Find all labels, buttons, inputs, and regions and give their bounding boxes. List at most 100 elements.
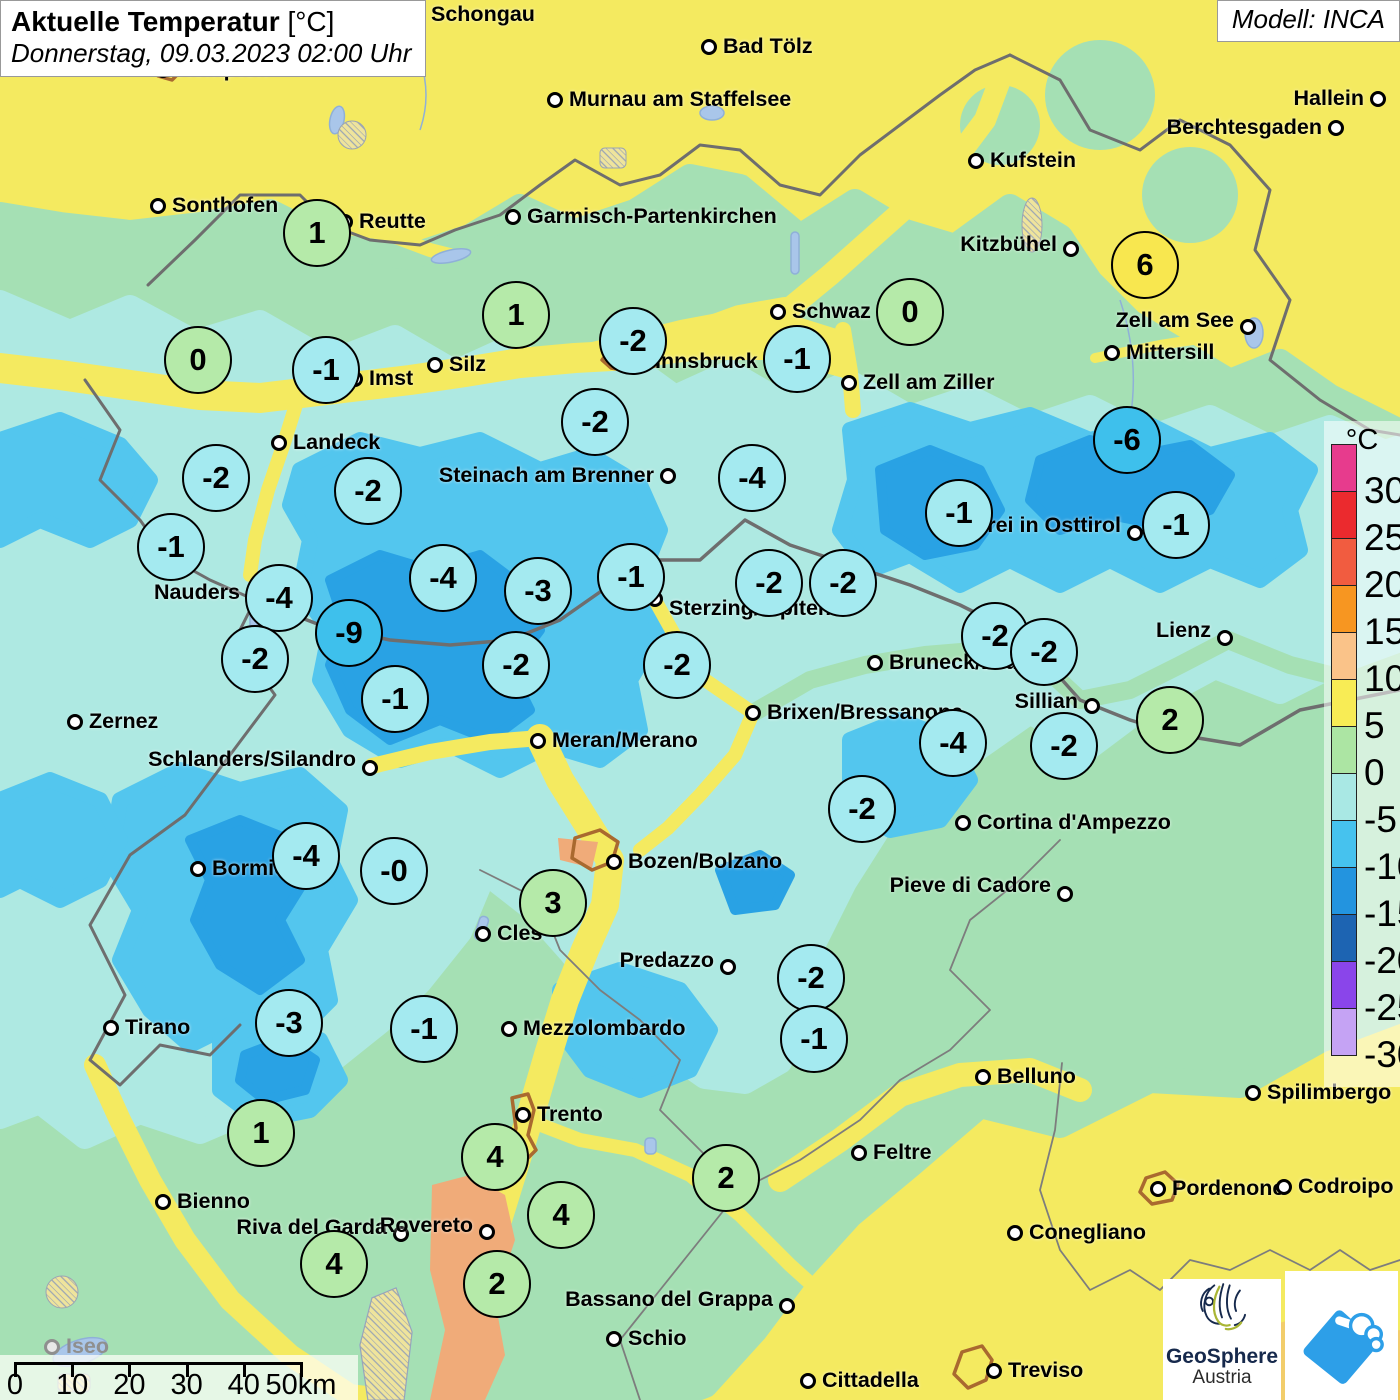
city-marker-icon	[1150, 1181, 1166, 1197]
temp-station: 2	[463, 1250, 531, 1318]
city-marker-icon	[867, 655, 883, 671]
temp-station: -2	[334, 457, 402, 525]
temp-station: -2	[482, 631, 550, 699]
legend-swatch	[1331, 820, 1357, 868]
temp-station: -1	[137, 513, 205, 581]
city-label: Rovereto	[379, 1213, 473, 1237]
legend-value: 15	[1364, 611, 1400, 652]
legend-entry: -30	[1331, 1008, 1400, 1073]
legend-entry: 5	[1331, 679, 1400, 744]
city-label: Reutte	[359, 209, 426, 233]
city-label: Pordenone	[1172, 1176, 1285, 1200]
temp-station: -2	[221, 625, 289, 693]
city-marker-icon	[800, 1373, 816, 1389]
legend-value: -5	[1364, 799, 1397, 840]
green-patch	[1045, 40, 1155, 150]
legend-value: 0	[1364, 752, 1385, 793]
legend-swatch	[1331, 585, 1357, 633]
city-marker-icon	[1084, 698, 1100, 714]
title-text: Aktuelle Temperatur	[11, 6, 280, 37]
legend-value: -25	[1364, 987, 1400, 1028]
legend-entry: -10	[1331, 820, 1400, 885]
geosphere-logo: GeoSphere Austria	[1163, 1279, 1281, 1400]
city-marker-icon	[547, 92, 563, 108]
legend-entry: 10	[1331, 632, 1400, 697]
city-label: Landeck	[293, 430, 381, 454]
scale-tick	[128, 1362, 132, 1377]
city-label: Meran/Merano	[552, 728, 698, 752]
title-unit: [°C]	[287, 6, 335, 37]
city-marker-icon	[1328, 120, 1344, 136]
city-marker-icon	[67, 714, 83, 730]
temp-station: -4	[245, 564, 313, 632]
city-marker-icon	[44, 1339, 60, 1355]
city-marker-icon	[986, 1363, 1002, 1379]
scale-bar-line	[15, 1362, 303, 1365]
legend-value: -30	[1364, 1034, 1400, 1075]
legend-swatch	[1331, 1008, 1357, 1056]
scale-tick-label: 20	[113, 1369, 146, 1400]
scale-tick-label: 50km	[265, 1369, 337, 1400]
temp-station: -2	[809, 549, 877, 617]
city-marker-icon	[190, 861, 206, 877]
temp-station: -1	[597, 543, 665, 611]
city-label: Murnau am Staffelsee	[569, 87, 792, 111]
city-marker-icon	[530, 733, 546, 749]
scale-tick	[300, 1362, 303, 1377]
temp-station: -1	[361, 665, 429, 733]
scale-tick-label: 10	[56, 1369, 89, 1400]
temp-station: -4	[919, 709, 987, 777]
legend-entry: 0	[1331, 726, 1400, 791]
temp-station: -1	[1142, 491, 1210, 559]
legend-entry: 15	[1331, 585, 1400, 650]
legend-value: 10	[1364, 658, 1400, 699]
city-label: Mittersill	[1126, 340, 1215, 364]
city-label: Bad Tölz	[723, 34, 813, 58]
temp-station: 0	[876, 278, 944, 346]
scale-tick	[71, 1362, 75, 1377]
city-label: Cortina d'Ampezzo	[977, 810, 1171, 834]
scale-tick	[14, 1362, 17, 1377]
temp-station: -9	[315, 599, 383, 667]
temp-station: 2	[1136, 686, 1204, 754]
city-marker-icon	[851, 1145, 867, 1161]
temp-station: 1	[227, 1099, 295, 1167]
page-title: Aktuelle Temperatur [°C]	[11, 6, 411, 38]
city-label: Bassano del Grappa	[565, 1287, 773, 1311]
temp-station: 3	[519, 869, 587, 937]
legend-value: 5	[1364, 705, 1385, 746]
temp-station: 4	[300, 1230, 368, 1298]
legend-value: -20	[1364, 940, 1400, 981]
temp-station: -1	[292, 336, 360, 404]
city-label: Steinach am Brenner	[438, 463, 654, 487]
temp-station: -2	[643, 631, 711, 699]
legend-scale: 30 25 20 15 10 5 0 -5 -10 -15 -20 -25 -30	[1331, 444, 1400, 1073]
legend-swatch	[1331, 867, 1357, 915]
mountain-cloud-icon	[1303, 1309, 1384, 1384]
city-marker-icon	[1245, 1085, 1261, 1101]
city-label: Berchtesgaden	[1166, 115, 1322, 139]
city-label: Conegliano	[1029, 1220, 1147, 1244]
city-label: Mezzolombardo	[523, 1016, 686, 1040]
legend-entry: 25	[1331, 491, 1400, 556]
temp-station: -4	[718, 444, 786, 512]
city-marker-icon	[515, 1107, 531, 1123]
temp-station: -2	[1030, 712, 1098, 780]
scale-tick-label: 0	[6, 1369, 24, 1400]
city-marker-icon	[103, 1020, 119, 1036]
city-marker-icon	[720, 959, 736, 975]
temp-station: -4	[272, 822, 340, 890]
city-marker-icon	[505, 209, 521, 225]
temp-station: 6	[1111, 231, 1179, 299]
city-marker-icon	[362, 760, 378, 776]
city-label: Hallein	[1293, 86, 1365, 110]
geosphere-swirl-icon	[1200, 1283, 1246, 1331]
city-marker-icon	[1370, 91, 1386, 107]
temp-station: 4	[461, 1123, 529, 1191]
city-marker-icon	[745, 705, 761, 721]
legend-swatch	[1331, 538, 1357, 586]
legend-swatch	[1331, 914, 1357, 962]
temp-station: 1	[283, 199, 351, 267]
